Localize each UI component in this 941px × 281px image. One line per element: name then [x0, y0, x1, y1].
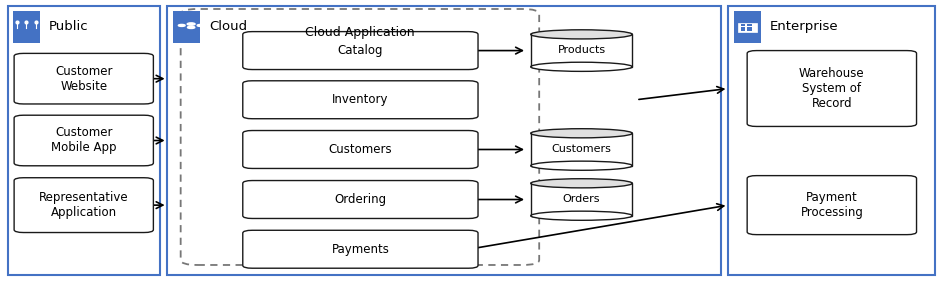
Text: Customer
Mobile App: Customer Mobile App	[51, 126, 117, 155]
Ellipse shape	[531, 179, 632, 188]
FancyBboxPatch shape	[8, 6, 160, 275]
FancyBboxPatch shape	[173, 11, 199, 43]
FancyBboxPatch shape	[747, 30, 752, 31]
FancyBboxPatch shape	[14, 115, 153, 166]
Circle shape	[198, 24, 204, 26]
Text: Customer
Website: Customer Website	[55, 65, 113, 93]
Circle shape	[187, 23, 195, 25]
FancyBboxPatch shape	[734, 11, 760, 43]
Text: Inventory: Inventory	[332, 93, 389, 106]
FancyBboxPatch shape	[531, 34, 632, 67]
FancyBboxPatch shape	[243, 32, 478, 70]
FancyBboxPatch shape	[747, 24, 752, 26]
FancyBboxPatch shape	[181, 9, 539, 265]
Text: Payments: Payments	[331, 243, 390, 256]
FancyBboxPatch shape	[531, 133, 632, 166]
Ellipse shape	[531, 211, 632, 220]
Text: Representative
Application: Representative Application	[39, 191, 129, 219]
FancyBboxPatch shape	[728, 6, 935, 275]
Text: Enterprise: Enterprise	[770, 20, 838, 33]
FancyBboxPatch shape	[243, 130, 478, 168]
FancyBboxPatch shape	[167, 6, 721, 275]
FancyBboxPatch shape	[14, 53, 153, 104]
FancyBboxPatch shape	[243, 81, 478, 119]
Ellipse shape	[531, 161, 632, 170]
Text: Cloud Application: Cloud Application	[305, 26, 415, 39]
Text: Payment
Processing: Payment Processing	[801, 191, 863, 219]
Text: Catalog: Catalog	[338, 44, 383, 57]
Circle shape	[179, 24, 185, 26]
FancyBboxPatch shape	[243, 181, 478, 219]
FancyBboxPatch shape	[747, 176, 917, 235]
FancyBboxPatch shape	[738, 23, 757, 33]
FancyBboxPatch shape	[533, 180, 630, 184]
FancyBboxPatch shape	[531, 183, 632, 216]
FancyBboxPatch shape	[243, 230, 478, 268]
Text: Customers: Customers	[551, 144, 612, 154]
Text: Warehouse
System of
Record: Warehouse System of Record	[799, 67, 865, 110]
FancyBboxPatch shape	[741, 24, 745, 26]
Text: Ordering: Ordering	[334, 193, 387, 206]
FancyBboxPatch shape	[741, 27, 745, 29]
Text: Public: Public	[49, 20, 88, 33]
Text: Orders: Orders	[563, 194, 600, 204]
FancyBboxPatch shape	[14, 178, 153, 233]
FancyBboxPatch shape	[13, 11, 40, 43]
FancyBboxPatch shape	[747, 27, 752, 29]
FancyBboxPatch shape	[533, 130, 630, 134]
FancyBboxPatch shape	[741, 30, 745, 31]
Text: Cloud: Cloud	[209, 20, 247, 33]
Ellipse shape	[531, 30, 632, 39]
Circle shape	[187, 26, 195, 28]
Ellipse shape	[531, 129, 632, 138]
Text: Customers: Customers	[328, 143, 392, 156]
FancyBboxPatch shape	[533, 31, 630, 35]
FancyBboxPatch shape	[747, 51, 917, 126]
Ellipse shape	[531, 62, 632, 71]
Text: Products: Products	[557, 45, 606, 55]
